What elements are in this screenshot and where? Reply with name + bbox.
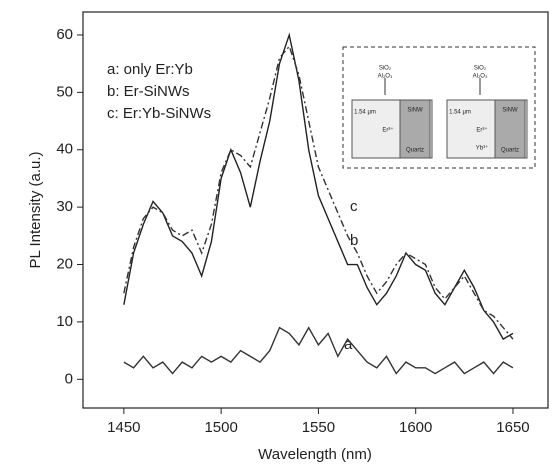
inset-label: SiNW [502,108,518,114]
inset-label: Er³⁺ [476,127,487,134]
legend-entry: c: Er:Yb-SiNWs [107,105,211,122]
inset-label: 1.54 μm [354,110,376,116]
inset-label: SiO₂ [474,66,487,72]
y-tick-label: 0 [65,370,73,387]
line [123,326,514,375]
x-tick-label: 1650 [496,419,529,436]
x-tick-label: 1600 [399,419,432,436]
inset-label: SiNW [407,108,423,114]
inset-label: SiO₂ [379,66,392,72]
inset-label: Yb³⁺ [476,145,489,152]
x-tick-label: 1450 [107,419,140,436]
x-tick-label: 1550 [302,419,335,436]
y-tick-label: 10 [56,313,73,330]
curve-label: c [350,198,358,215]
y-tick-label: 50 [56,83,73,100]
y-tick-label: 60 [56,26,73,43]
inset-label: Al₂O₃ [378,74,393,80]
y-tick-label: 20 [56,255,73,272]
inset-label: Al₂O₃ [473,74,488,80]
line [123,32,514,341]
y-axis-label: PL Intensity (a.u.) [27,151,44,268]
inset-panel [399,99,431,159]
inset: SiO₂ Al₂O₃ 1.54 μm Er³⁺ SiNW Quartz SiO₂… [342,46,536,169]
inset-panel [494,99,526,159]
plot-frame [82,11,549,409]
curve-label: a [344,336,353,353]
y-tick-label: 30 [56,198,73,215]
legend-entry: b: Er-SiNWs [107,83,190,100]
inset-label: Quartz [406,148,424,154]
x-axis-label: Wavelength (nm) [258,446,372,463]
inset-label: Er³⁺ [382,127,393,134]
curve-label: b [350,232,358,249]
line [123,45,514,340]
x-tick-label: 1500 [204,419,237,436]
legend-entry: a: only Er:Yb [107,61,193,78]
inset-label: 1.54 μm [449,110,471,116]
y-tick-label: 40 [56,141,73,158]
inset-label: Quartz [501,148,519,154]
